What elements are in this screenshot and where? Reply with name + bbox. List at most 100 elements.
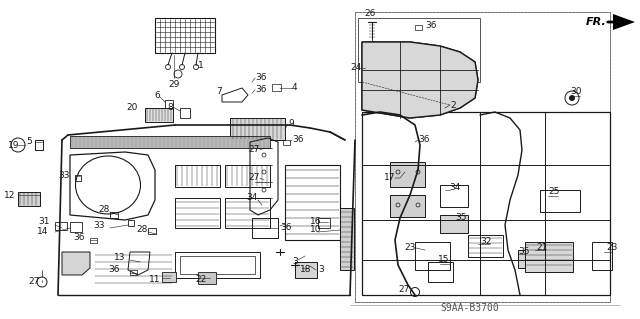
Text: 36: 36 (109, 265, 120, 275)
Text: 20: 20 (127, 103, 138, 113)
Text: 36: 36 (425, 20, 436, 29)
Text: 33: 33 (58, 170, 70, 180)
Text: 3: 3 (292, 257, 298, 266)
Text: 29: 29 (168, 80, 180, 89)
Bar (180, 256, 255, 274)
Circle shape (414, 54, 416, 56)
Circle shape (374, 79, 376, 81)
Text: 28: 28 (99, 205, 110, 214)
Text: 26: 26 (364, 9, 376, 18)
Text: 23: 23 (404, 243, 416, 253)
Text: 11: 11 (148, 276, 160, 285)
Bar (283, 140, 290, 145)
Text: 1: 1 (198, 61, 204, 70)
Text: 24: 24 (351, 63, 362, 72)
Bar (230, 118, 285, 140)
Text: 13: 13 (113, 254, 125, 263)
Bar (285, 165, 340, 240)
Bar (18, 192, 40, 206)
Text: 16: 16 (310, 218, 321, 226)
Bar (355, 12, 610, 302)
Bar (162, 272, 176, 282)
Text: FR.: FR. (586, 17, 607, 27)
Bar (540, 190, 580, 212)
Bar (468, 235, 503, 257)
Text: 10: 10 (310, 226, 321, 234)
Circle shape (454, 77, 456, 79)
Text: 23: 23 (606, 243, 618, 253)
Bar (180, 108, 190, 118)
Circle shape (569, 95, 575, 101)
Bar (165, 100, 173, 108)
Text: 27: 27 (248, 145, 260, 154)
Bar (130, 270, 137, 275)
Text: 12: 12 (4, 190, 15, 199)
Bar (390, 195, 425, 217)
Polygon shape (613, 14, 635, 30)
Text: 17: 17 (383, 174, 395, 182)
Bar (55, 222, 67, 230)
Circle shape (374, 54, 376, 56)
Text: 9: 9 (288, 120, 294, 129)
Text: 3: 3 (318, 265, 324, 275)
Text: 36: 36 (418, 136, 429, 145)
Bar (440, 185, 468, 207)
Text: 19: 19 (8, 140, 19, 150)
Bar (390, 162, 425, 187)
Text: 36: 36 (292, 136, 303, 145)
Bar (428, 262, 453, 282)
Bar (70, 136, 270, 148)
Text: 36: 36 (74, 234, 85, 242)
Text: 30: 30 (570, 87, 582, 97)
Bar (415, 242, 450, 270)
Bar (355, 12, 610, 302)
Text: 34: 34 (246, 194, 258, 203)
Bar (525, 242, 573, 272)
Bar (318, 218, 330, 228)
Bar (295, 262, 317, 278)
Text: 2: 2 (450, 100, 456, 109)
Text: 4: 4 (292, 84, 298, 93)
Text: 27: 27 (248, 174, 260, 182)
Text: 21: 21 (536, 243, 547, 253)
Bar (518, 250, 548, 268)
Text: 25: 25 (548, 188, 559, 197)
Text: 27: 27 (399, 286, 410, 294)
Text: 28: 28 (136, 226, 148, 234)
Bar (272, 84, 281, 91)
Polygon shape (62, 252, 90, 275)
Bar (75, 175, 81, 181)
Text: 8: 8 (167, 102, 173, 112)
Circle shape (414, 101, 416, 103)
Bar (145, 108, 173, 122)
Text: 34: 34 (449, 183, 460, 192)
Bar (198, 272, 216, 284)
Bar (90, 238, 97, 243)
Text: 27: 27 (29, 278, 40, 286)
Text: 7: 7 (216, 87, 222, 97)
Text: 36: 36 (255, 73, 266, 83)
Text: S9AA-B3700: S9AA-B3700 (440, 303, 499, 313)
Text: 6: 6 (154, 92, 160, 100)
Bar (415, 25, 422, 30)
Bar (35, 140, 43, 150)
Text: 35: 35 (518, 248, 529, 256)
Bar (128, 220, 134, 226)
Text: 22: 22 (195, 276, 206, 285)
Text: 18: 18 (300, 265, 312, 275)
Bar (148, 228, 156, 234)
Bar (340, 208, 354, 270)
Circle shape (374, 101, 376, 103)
Text: 15: 15 (438, 256, 449, 264)
Bar (175, 198, 220, 228)
Bar (362, 112, 610, 295)
Text: 5: 5 (26, 137, 32, 146)
Bar (592, 242, 612, 270)
Polygon shape (362, 42, 478, 118)
Bar (175, 165, 220, 187)
Text: 14: 14 (36, 227, 48, 236)
Bar (155, 18, 215, 53)
Bar (225, 198, 270, 228)
Text: 35: 35 (455, 213, 467, 222)
Text: 31: 31 (38, 218, 50, 226)
